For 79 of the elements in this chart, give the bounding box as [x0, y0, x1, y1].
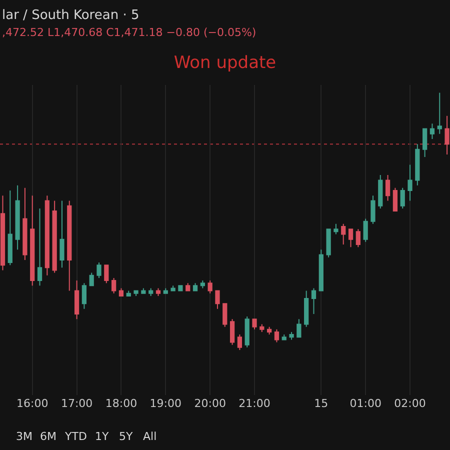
candlestick — [104, 264, 109, 284]
candlestick — [37, 208, 42, 286]
candlestick — [348, 228, 354, 248]
candlestick — [141, 288, 146, 294]
candlestick — [311, 288, 316, 314]
candlestick — [430, 123, 435, 140]
candlestick — [385, 174, 390, 202]
candlestick — [415, 144, 420, 186]
candlestick — [444, 115, 450, 155]
candlestick — [318, 249, 324, 292]
text: 6M — [40, 430, 56, 443]
candlestick — [200, 280, 205, 289]
text: All — [143, 430, 157, 443]
text: 3M — [16, 430, 32, 443]
candlestick — [96, 262, 102, 278]
candlestick — [134, 290, 138, 296]
x-tick-label: 16:00 — [16, 397, 48, 410]
candlestick — [44, 195, 50, 276]
candlestick — [89, 272, 94, 286]
candlestick — [60, 200, 64, 268]
candlestick — [267, 326, 272, 336]
candlestick — [400, 187, 405, 209]
text: ,472.52 L1,470.68 C1,471.18 −0.80 (−0.05%) — [2, 26, 256, 39]
candlestick — [341, 223, 346, 245]
candlestick — [0, 195, 6, 271]
text: 1Y — [95, 430, 109, 443]
candlestick — [118, 288, 124, 296]
candlestick — [230, 318, 235, 346]
candlestick — [186, 282, 190, 292]
candlestick — [304, 290, 309, 328]
candlestick — [156, 288, 161, 296]
candlestick — [237, 334, 242, 350]
text: YTD — [64, 430, 87, 443]
candlestick — [334, 223, 338, 235]
candlestick — [437, 92, 442, 134]
candlestick — [22, 187, 28, 260]
candlestick — [260, 324, 264, 332]
candlestick — [208, 280, 212, 294]
text: 5Y — [119, 430, 133, 443]
candlestick — [222, 303, 228, 328]
candlestick — [112, 277, 116, 294]
x-tick-label: 20:00 — [194, 397, 226, 410]
candlestick — [67, 200, 72, 292]
candlestick — [282, 334, 286, 340]
candlestick — [148, 288, 154, 296]
candlestick — [178, 285, 183, 292]
candlestick — [30, 195, 35, 286]
x-tick-label: 01:00 — [350, 397, 382, 410]
candlestick — [82, 282, 87, 310]
candlestick — [422, 128, 428, 158]
x-tick-label: 15 — [314, 397, 328, 410]
candlestick — [363, 218, 368, 242]
candlestick — [252, 318, 257, 330]
candlestick — [74, 280, 80, 320]
candlestick — [392, 187, 398, 212]
candlestick — [274, 328, 280, 343]
candlestick — [52, 200, 57, 274]
candlestick — [356, 228, 360, 248]
candlestick — [192, 282, 198, 292]
candlestick — [15, 184, 20, 250]
candlestick — [170, 285, 176, 292]
candlestick — [326, 228, 331, 258]
candlestick — [378, 174, 383, 209]
candlestick — [289, 331, 294, 340]
x-tick-label: 18:00 — [105, 397, 138, 410]
x-tick-label: 02:00 — [394, 397, 426, 410]
candlestick — [126, 290, 131, 296]
candlestick — [244, 316, 250, 348]
chart-title: Won update — [174, 52, 276, 73]
candlestick — [296, 318, 302, 338]
x-tick-label: 17:00 — [60, 397, 93, 410]
x-tick-label: 21:00 — [238, 397, 270, 410]
candlestick — [370, 195, 376, 224]
candlestick — [215, 290, 220, 310]
candlestick — [163, 288, 168, 294]
candlestick — [8, 190, 12, 266]
chart-subtitle: lar / South Korean · 5 — [2, 8, 140, 23]
x-tick-label: 19:00 — [150, 397, 182, 410]
candlestick — [408, 164, 412, 202]
